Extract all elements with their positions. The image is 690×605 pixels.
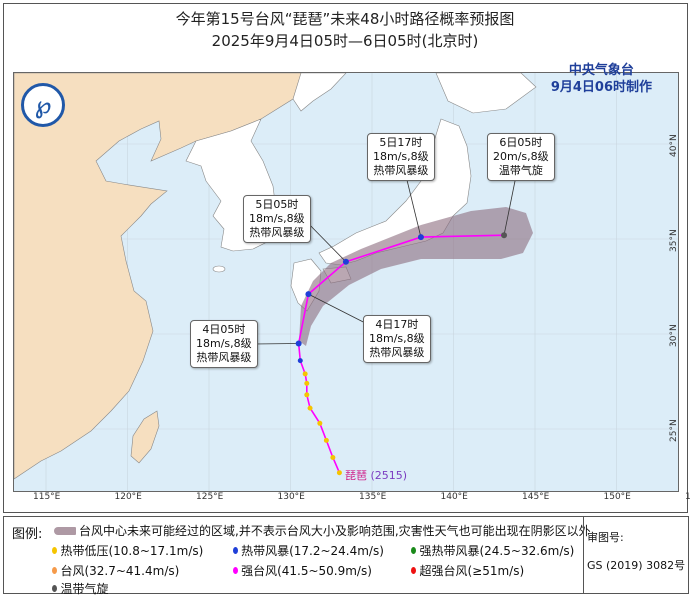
legend-item-label: 超强台风(≥51m/s) — [419, 564, 525, 578]
callout-time: 5日05时 — [255, 198, 299, 211]
callout-wind: 18m/s,8级 — [373, 150, 429, 163]
lon-tick-label: 155°E — [685, 492, 690, 502]
track-line — [297, 234, 505, 474]
past-track-point — [302, 371, 308, 377]
callout-wind: 18m/s,8级 — [249, 212, 305, 225]
callout-5d05: 5日05时 18m/s,8级 热带风暴级 — [243, 195, 311, 243]
lat-tick-label: 25°N — [669, 419, 679, 442]
callout-level: 热带风暴级 — [249, 226, 305, 239]
lon-tick-label: 130°E — [277, 492, 305, 502]
agency-name: 中央气象台 — [568, 63, 634, 78]
typhoon-symbol-icon — [233, 547, 239, 554]
callout-6d05: 6日05时 20m/s,8级 温带气旋 — [487, 133, 555, 181]
forecast-point — [501, 232, 508, 239]
past-track-point — [304, 392, 310, 398]
legend-item: 热带风暴(17.2~24.4m/s) — [233, 542, 384, 559]
callout-time: 4日17时 — [375, 318, 419, 331]
legend-item: 超强台风(≥51m/s) — [411, 562, 524, 579]
land-jeju — [212, 265, 226, 273]
lat-tick-label: 40°N — [669, 134, 679, 157]
typhoon-code: (2515) — [370, 469, 408, 482]
typhoon-symbol-icon — [52, 567, 58, 574]
typhoon-symbol-icon — [411, 567, 417, 574]
forecast-point — [295, 340, 302, 347]
typhoon-symbol-icon — [52, 585, 58, 592]
map-subtitle: 2025年9月4日05时—6日05时(北京时) — [211, 32, 479, 50]
typhoon-symbol-icon — [233, 567, 239, 574]
past-track-point — [317, 420, 323, 426]
cone-icon — [54, 526, 76, 535]
past-track-point — [297, 358, 303, 364]
approval-number: GS (2019) 3082号 — [587, 559, 686, 572]
legend-item-label: 强热带风暴(24.5~32.6m/s) — [419, 544, 575, 558]
legend-item: 台风(32.7~41.4m/s) — [52, 562, 179, 579]
typhoon-name: 琵琶 — [345, 469, 367, 482]
callout-leader-line — [250, 343, 299, 345]
lat-tick-label: 30°N — [669, 324, 679, 347]
callout-leader-line — [405, 175, 422, 238]
legend-item-label: 强台风(41.5~50.9m/s) — [241, 564, 372, 578]
lon-tick-label: 120°E — [114, 492, 142, 502]
callout-wind: 18m/s,8级 — [369, 332, 425, 345]
callout-time: 4日05时 — [202, 323, 246, 336]
legend-cone: 台风中心未来可能经过的区域,并不表示台风大小及影响范围,灾害性天气也可能出现在阴… — [54, 522, 591, 539]
legend-item-label: 温带气旋 — [60, 582, 109, 596]
callout-leader-line — [503, 175, 517, 236]
typhoon-symbol-icon — [52, 547, 58, 554]
past-track-point — [304, 380, 310, 386]
legend-item: 热带低压(10.8~17.1m/s) — [52, 542, 203, 559]
lon-tick-label: 135°E — [359, 492, 387, 502]
map-area: ℘ — [13, 72, 679, 492]
legend-item: 温带气旋 — [52, 580, 108, 597]
forecast-point — [342, 258, 349, 265]
legend: 图例: 台风中心未来可能经过的区域,并不表示台风大小及影响范围,灾害性天气也可能… — [3, 516, 591, 597]
callout-wind: 18m/s,8级 — [196, 337, 252, 350]
callout-level: 热带风暴级 — [196, 351, 252, 364]
typhoon-symbol-icon — [411, 547, 417, 554]
approval-label: 审图号: — [587, 531, 624, 544]
map-frame — [3, 3, 688, 513]
callout-time: 6日05时 — [499, 136, 543, 149]
past-track-point — [323, 437, 329, 443]
land-taiwan — [130, 410, 160, 464]
legend-cone-label: 台风中心未来可能经过的区域,并不表示台风大小及影响范围,灾害性天气也可能出现在阴… — [79, 524, 591, 538]
callout-4d05: 4日05时 18m/s,8级 热带风暴级 — [190, 320, 258, 368]
callout-time: 5日17时 — [379, 136, 423, 149]
lon-tick-label: 115°E — [33, 492, 61, 502]
cma-logo: ℘ — [21, 83, 65, 127]
callout-wind: 20m/s,8级 — [493, 150, 549, 163]
callout-4d17: 4日17时 18m/s,8级 热带风暴级 — [363, 315, 431, 363]
map-svg — [14, 73, 678, 491]
legend-title: 图例: — [12, 527, 43, 542]
forecast-point — [417, 234, 424, 241]
callout-level: 温带气旋 — [498, 164, 543, 177]
approval-box: 审图号: GS (2019) 3082号 — [583, 516, 689, 594]
legend-item: 强热带风暴(24.5~32.6m/s) — [411, 542, 574, 559]
callout-5d17: 5日17时 18m/s,8级 热带风暴级 — [367, 133, 435, 181]
past-track-point — [307, 405, 313, 411]
lon-tick-label: 145°E — [522, 492, 550, 502]
legend-item-label: 台风(32.7~41.4m/s) — [60, 564, 180, 578]
callout-level: 热带风暴级 — [373, 164, 429, 177]
legend-item: 强台风(41.5~50.9m/s) — [233, 562, 372, 579]
lon-tick-label: 140°E — [440, 492, 468, 502]
legend-item-label: 热带风暴(17.2~24.4m/s) — [241, 544, 384, 558]
issue-time: 9月4日06时制作 — [550, 80, 652, 95]
past-track-point — [330, 455, 336, 460]
forecast-point — [305, 291, 312, 298]
callout-level: 热带风暴级 — [369, 346, 425, 359]
legend-item-label: 热带低压(10.8~17.1m/s) — [60, 544, 204, 558]
land-hokkaido — [435, 73, 537, 114]
lat-tick-label: 35°N — [669, 229, 679, 252]
forecast-probability-cone — [299, 207, 533, 346]
map-title: 今年第15号台风“琵琶”未来48小时路径概率预报图 — [175, 10, 515, 28]
past-track-point — [336, 470, 342, 476]
lon-tick-label: 125°E — [196, 492, 224, 502]
lon-tick-label: 150°E — [603, 492, 631, 502]
agency-stamp: 中央气象台 9月4日06时制作 — [551, 62, 652, 96]
typhoon-name-label: 琵琶 (2515) — [345, 467, 407, 483]
